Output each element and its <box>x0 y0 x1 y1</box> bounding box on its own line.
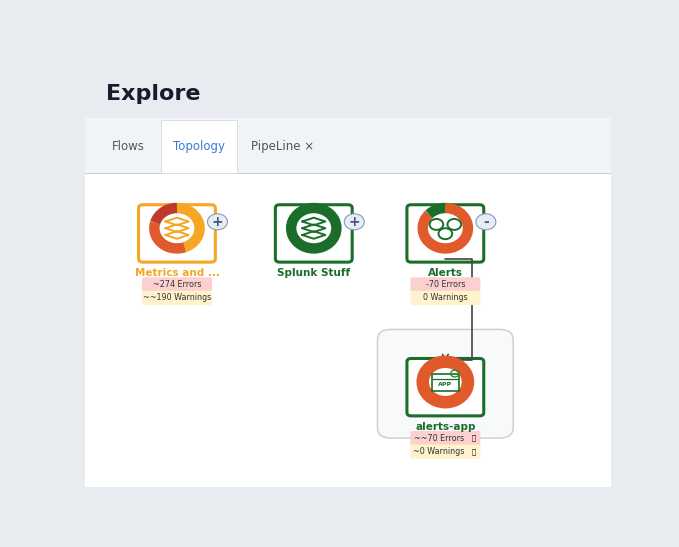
FancyBboxPatch shape <box>161 120 238 173</box>
Text: +: + <box>212 215 223 229</box>
FancyBboxPatch shape <box>85 118 611 173</box>
Text: Alerts: Alerts <box>428 268 463 278</box>
FancyBboxPatch shape <box>85 173 611 174</box>
Text: alerts-app: alerts-app <box>415 422 475 432</box>
Text: -70 Errors: -70 Errors <box>426 280 465 289</box>
FancyBboxPatch shape <box>410 291 480 305</box>
FancyBboxPatch shape <box>410 445 480 459</box>
FancyBboxPatch shape <box>407 205 483 262</box>
FancyBboxPatch shape <box>85 66 611 118</box>
FancyBboxPatch shape <box>378 329 513 438</box>
FancyBboxPatch shape <box>410 277 480 292</box>
Circle shape <box>476 214 496 230</box>
FancyBboxPatch shape <box>139 205 215 262</box>
Text: ~0 Warnings: ~0 Warnings <box>414 447 464 456</box>
Text: APP: APP <box>438 382 452 387</box>
Text: Flows: Flows <box>112 140 145 153</box>
Text: 0 Warnings: 0 Warnings <box>423 293 468 302</box>
Text: ~~70 Errors: ~~70 Errors <box>414 434 464 443</box>
Text: 🔍: 🔍 <box>472 449 476 455</box>
Text: ~~190 Warnings: ~~190 Warnings <box>143 293 211 302</box>
Text: Explore: Explore <box>106 84 200 104</box>
Text: 🔍: 🔍 <box>472 435 476 441</box>
Circle shape <box>344 214 365 230</box>
Text: -: - <box>483 215 489 229</box>
Text: PipeLine ×: PipeLine × <box>251 140 314 153</box>
FancyBboxPatch shape <box>85 173 611 487</box>
Text: +: + <box>348 215 360 229</box>
Text: Topology: Topology <box>173 140 225 153</box>
FancyBboxPatch shape <box>142 291 212 305</box>
Text: ~274 Errors: ~274 Errors <box>153 280 201 289</box>
FancyBboxPatch shape <box>407 358 483 416</box>
FancyBboxPatch shape <box>142 277 212 292</box>
Text: Splunk Stuff: Splunk Stuff <box>277 268 350 278</box>
Circle shape <box>208 214 227 230</box>
Text: Metrics and ...: Metrics and ... <box>134 268 219 278</box>
FancyBboxPatch shape <box>410 431 480 445</box>
FancyBboxPatch shape <box>276 205 352 262</box>
